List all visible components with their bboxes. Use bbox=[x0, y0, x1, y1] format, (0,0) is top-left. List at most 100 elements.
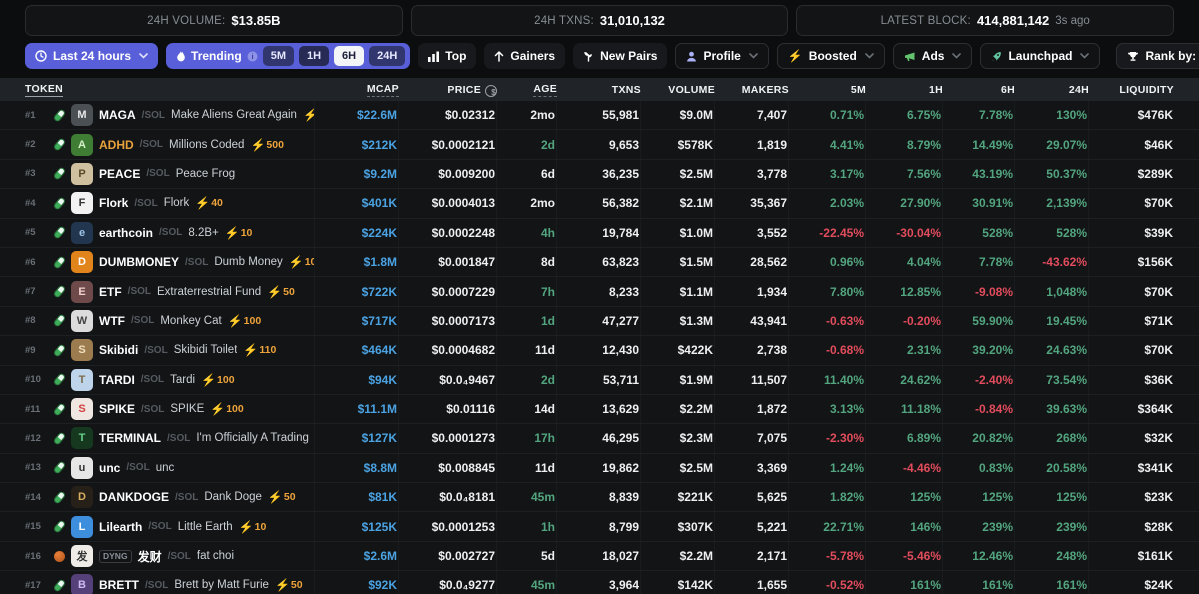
trending-interval-5m[interactable]: 5M bbox=[262, 46, 294, 66]
header-makers[interactable]: MAKERS bbox=[741, 83, 789, 96]
table-row[interactable]: #7 E ETF /SOL Extraterrestrial Fund ⚡ 50… bbox=[0, 277, 1199, 307]
gainers-button[interactable]: Gainers bbox=[484, 43, 566, 69]
table-row[interactable]: #9 S Skibidi /SOL Skibidi Toilet ⚡ 110 $… bbox=[0, 336, 1199, 366]
change-24h-cell: 125% bbox=[1015, 483, 1089, 512]
volume-cell: $1.3M bbox=[641, 306, 715, 336]
change-1h-cell: 8.79% bbox=[866, 130, 943, 159]
token-avatar: e bbox=[71, 221, 93, 244]
token-cell[interactable]: #9 S Skibidi /SOL Skibidi Toilet ⚡ 110 bbox=[25, 336, 315, 365]
table-row[interactable]: #11 S SPIKE /SOL SPIKE ⚡ 100 $11.1M $0.0… bbox=[0, 394, 1199, 425]
token-cell[interactable]: #12 T TERMINAL /SOL I'm Officially A Tra… bbox=[25, 424, 315, 453]
launchpad-button[interactable]: Launchpad bbox=[980, 43, 1101, 69]
volume-cell: $307K bbox=[641, 512, 715, 541]
txns-cell: 56,382 bbox=[557, 189, 641, 218]
header-liquidity[interactable]: LIQUIDITY bbox=[1119, 83, 1174, 96]
change-5m-cell: -0.63% bbox=[789, 306, 866, 336]
trending-interval-1h[interactable]: 1H bbox=[298, 46, 330, 66]
token-symbol: DUMBMONEY bbox=[99, 255, 179, 270]
token-cell[interactable]: #17 B BRETT /SOL Brett by Matt Furie ⚡ 5… bbox=[25, 571, 315, 594]
table-row[interactable]: #13 u unc /SOL unc $8.8M $0.008845 11d 1… bbox=[0, 453, 1199, 484]
table-row[interactable]: #12 T TERMINAL /SOL I'm Officially A Tra… bbox=[0, 424, 1199, 454]
table-row[interactable]: #4 F Flork /SOL Flork ⚡ 40 $401K $0.0004… bbox=[0, 189, 1199, 219]
volume-label: 24H VOLUME: bbox=[147, 14, 226, 27]
mcap-cell: $92K bbox=[315, 571, 399, 594]
price-cell: $0.0₄9467 bbox=[399, 365, 497, 394]
age-cell: 6d bbox=[497, 159, 557, 189]
boost-badge: ⚡ 100 bbox=[201, 373, 234, 387]
rank-label: #4 bbox=[25, 197, 36, 209]
token-cell[interactable]: #13 u unc /SOL unc bbox=[25, 453, 315, 483]
token-cell[interactable]: #3 P PEACE /SOL Peace Frog bbox=[25, 159, 315, 189]
txns-cell: 9,653 bbox=[557, 130, 641, 159]
table-row[interactable]: #6 D DUMBMONEY /SOL Dumb Money ⚡ 100 $1.… bbox=[0, 247, 1199, 278]
boosted-button[interactable]: ⚡ Boosted bbox=[776, 43, 885, 69]
change-5m-cell: 3.17% bbox=[789, 159, 866, 189]
trending-label: Trending bbox=[191, 49, 242, 63]
liquidity-cell: $70K bbox=[1144, 343, 1173, 358]
launchpad-source-icon bbox=[52, 313, 66, 329]
header-age[interactable]: AGE bbox=[533, 83, 557, 97]
trending-interval-6h[interactable]: 6H bbox=[334, 46, 365, 66]
table-row[interactable]: #15 L Lilearth /SOL Little Earth ⚡ 10 $1… bbox=[0, 512, 1199, 542]
token-cell[interactable]: #7 E ETF /SOL Extraterrestrial Fund ⚡ 50 bbox=[25, 277, 315, 306]
info-icon[interactable]: i bbox=[247, 51, 258, 62]
token-chain: /SOL bbox=[131, 315, 155, 327]
table-row[interactable]: #14 D DANKDOGE /SOL Dank Doge ⚡ 50 $81K … bbox=[0, 483, 1199, 513]
header-6h[interactable]: 6H bbox=[1000, 83, 1015, 96]
trending-interval-24h[interactable]: 24H bbox=[369, 46, 406, 66]
token-cell[interactable]: #16 发 DYNG 发财 /SOL fat choi bbox=[25, 541, 315, 571]
token-cell[interactable]: #14 D DANKDOGE /SOL Dank Doge ⚡ 50 bbox=[25, 483, 315, 512]
token-cell[interactable]: #6 D DUMBMONEY /SOL Dumb Money ⚡ 100 bbox=[25, 247, 315, 277]
token-cell[interactable]: #15 L Lilearth /SOL Little Earth ⚡ 10 bbox=[25, 512, 315, 541]
table-row[interactable]: #10 T TARDI /SOL Tardi ⚡ 100 $94K $0.0₄9… bbox=[0, 365, 1199, 395]
token-symbol: ETF bbox=[99, 284, 122, 299]
ads-button[interactable]: Ads bbox=[892, 43, 973, 69]
token-cell[interactable]: #2 A ADHD /SOL Millions Coded ⚡ 500 bbox=[25, 130, 315, 159]
token-cell[interactable]: #1 M MAGA /SOL Make Aliens Great Again ⚡… bbox=[25, 101, 315, 130]
table-row[interactable]: #16 发 DYNG 发财 /SOL fat choi $2.6M $0.002… bbox=[0, 541, 1199, 572]
stat-latest-block: LATEST BLOCK: 414,881,142 3s ago bbox=[796, 5, 1175, 36]
boost-badge: ⚡ 50 bbox=[275, 578, 303, 592]
token-cell[interactable]: #11 S SPIKE /SOL SPIKE ⚡ 100 bbox=[25, 394, 315, 424]
table-row[interactable]: #17 B BRETT /SOL Brett by Matt Furie ⚡ 5… bbox=[0, 571, 1199, 594]
token-cell[interactable]: #5 e earthcoin /SOL 8.2B+ ⚡ 10 bbox=[25, 218, 315, 247]
rank-label: #2 bbox=[25, 139, 36, 151]
rank-label: #11 bbox=[25, 403, 41, 415]
change-24h-cell: 268% bbox=[1015, 424, 1089, 453]
change-6h-cell: 7.78% bbox=[943, 247, 1015, 277]
lightning-icon: ⚡ bbox=[210, 402, 226, 417]
volume-cell: $2.2M bbox=[641, 541, 715, 571]
table-row[interactable]: #5 e earthcoin /SOL 8.2B+ ⚡ 10 $224K $0.… bbox=[0, 218, 1199, 248]
chevron-down-icon bbox=[1080, 53, 1090, 59]
header-mcap[interactable]: MCAP bbox=[366, 83, 399, 97]
header-price[interactable]: PRICE $ bbox=[447, 83, 497, 97]
token-cell[interactable]: #10 T TARDI /SOL Tardi ⚡ 100 bbox=[25, 365, 315, 394]
profile-button[interactable]: Profile bbox=[675, 43, 769, 69]
txns-cell: 55,981 bbox=[557, 101, 641, 130]
token-cell[interactable]: #8 W WTF /SOL Monkey Cat ⚡ 100 bbox=[25, 306, 315, 336]
age-cell: 4h bbox=[497, 218, 557, 247]
header-token[interactable]: TOKEN bbox=[25, 83, 64, 97]
header-txns[interactable]: TXNS bbox=[611, 83, 641, 96]
change-6h-cell: 20.82% bbox=[943, 424, 1015, 453]
token-cell[interactable]: #4 F Flork /SOL Flork ⚡ 40 bbox=[25, 189, 315, 218]
table-row[interactable]: #2 A ADHD /SOL Millions Coded ⚡ 500 $212… bbox=[0, 130, 1199, 160]
token-chain: /SOL bbox=[175, 491, 199, 503]
top-button[interactable]: Top bbox=[418, 43, 477, 69]
new-pairs-button[interactable]: New Pairs bbox=[573, 43, 668, 69]
rank-by-button[interactable]: Rank by: ↓ Trending 6H bbox=[1116, 43, 1199, 69]
table-row[interactable]: #1 M MAGA /SOL Make Aliens Great Again ⚡… bbox=[0, 101, 1199, 131]
header-volume[interactable]: VOLUME bbox=[668, 83, 715, 96]
time-range-button[interactable]: Last 24 hours bbox=[25, 43, 159, 69]
lightning-icon: ⚡ bbox=[201, 372, 217, 387]
mcap-cell: $2.6M bbox=[315, 541, 399, 571]
change-1h-cell: 24.62% bbox=[866, 365, 943, 394]
header-24h[interactable]: 24H bbox=[1068, 83, 1089, 96]
rank-cluster: Rank by: ↓ Trending 6H Filters ⚙ Customi… bbox=[1116, 43, 1199, 69]
launchpad-source-icon bbox=[52, 519, 66, 534]
table-row[interactable]: #8 W WTF /SOL Monkey Cat ⚡ 100 $717K $0.… bbox=[0, 306, 1199, 337]
header-1h[interactable]: 1H bbox=[928, 83, 943, 96]
mcap-cell: $464K bbox=[315, 336, 399, 365]
table-row[interactable]: #3 P PEACE /SOL Peace Frog $9.2M $0.0092… bbox=[0, 159, 1199, 190]
header-5m[interactable]: 5M bbox=[850, 83, 866, 96]
